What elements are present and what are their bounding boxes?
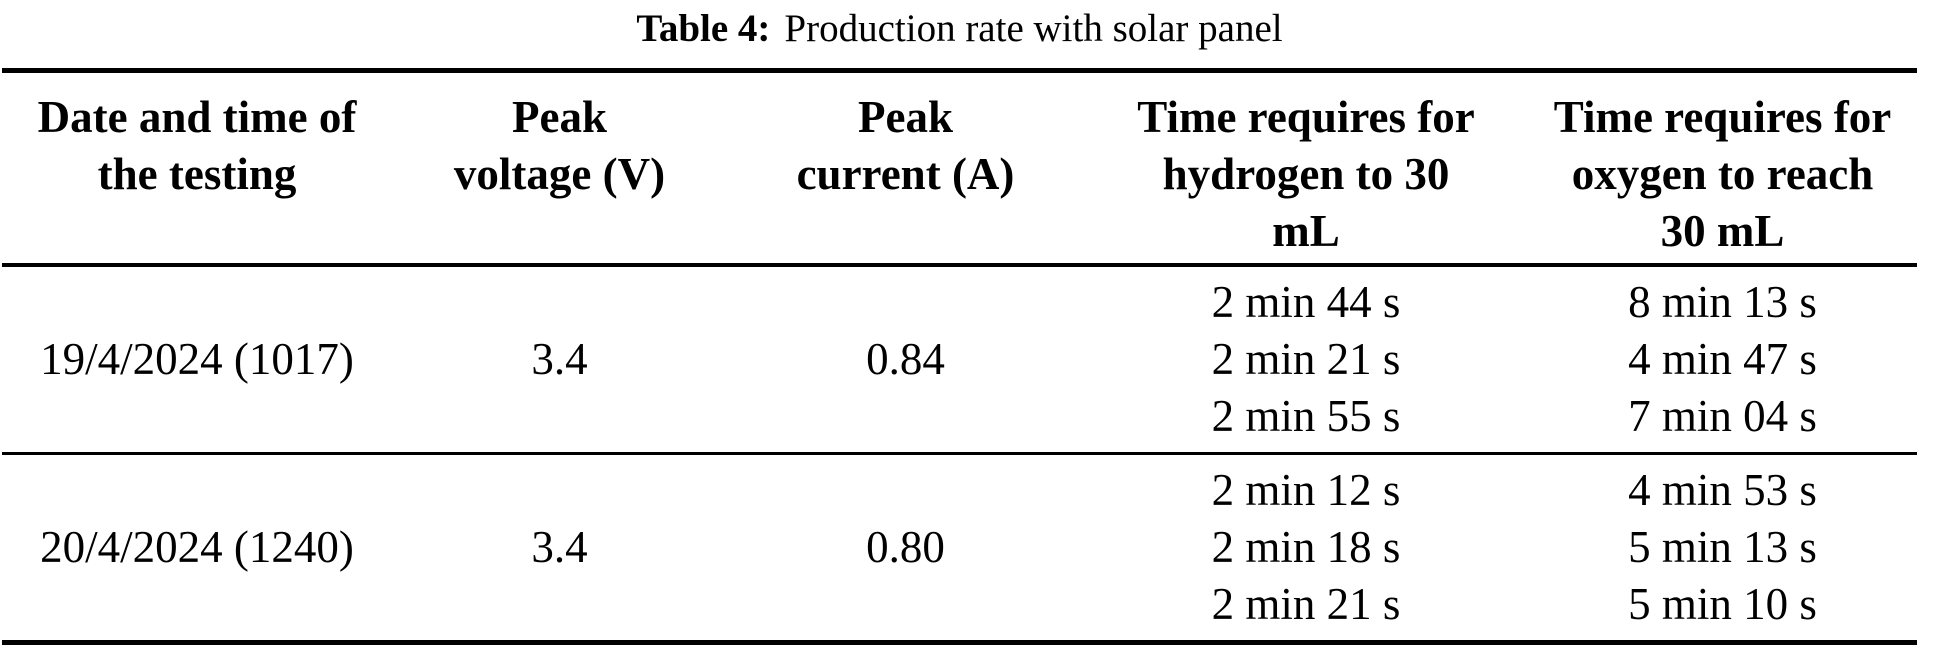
cell-oxygen-times: 4 min 53 s 5 min 13 s 5 min 10 s	[1528, 454, 1917, 643]
table-caption: Table 4: Production rate with solar panel	[2, 0, 1917, 52]
col-header-line: mL	[1272, 206, 1340, 256]
oxygen-time-value: 5 min 10 s	[1628, 579, 1817, 629]
cell-peak-voltage: 3.4	[392, 265, 727, 455]
oxygen-time-value: 7 min 04 s	[1628, 391, 1817, 441]
hydrogen-time-value: 2 min 18 s	[1211, 522, 1401, 572]
hydrogen-time-value: 2 min 21 s	[1211, 579, 1401, 629]
cell-peak-current: 0.84	[727, 265, 1084, 455]
cell-peak-voltage: 3.4	[531, 522, 588, 572]
cell-oxygen-times: 8 min 13 s 4 min 47 s 7 min 04 s	[1528, 265, 1917, 455]
production-rate-table: Date and time of the testing Peak voltag…	[2, 68, 1917, 645]
hydrogen-time-value: 2 min 12 s	[1211, 465, 1401, 515]
col-header-line: 30 mL	[1660, 206, 1785, 256]
col-header-peak-voltage: Peak voltage (V)	[392, 70, 727, 267]
col-header-peak-current: Peak current (A)	[727, 70, 1084, 267]
table-row: 19/4/2024 (1017) 3.4 0.84 2 min 44 s 2 m…	[2, 265, 1917, 455]
cell-peak-current: 0.80	[866, 522, 945, 572]
col-header-date-time: Date and time of the testing	[2, 70, 392, 267]
col-header-oxygen-time: Time requires for oxygen to reach 30 mL	[1528, 70, 1917, 267]
col-header-line: Time requires for	[1137, 92, 1475, 142]
col-header-line: the testing	[97, 149, 297, 199]
col-header-line: voltage (V)	[453, 149, 666, 199]
hydrogen-time-value: 2 min 55 s	[1211, 391, 1401, 441]
cell-hydrogen-times: 2 min 44 s 2 min 21 s 2 min 55 s	[1084, 265, 1528, 455]
col-header-line: hydrogen to 30	[1162, 149, 1450, 199]
header-row: Date and time of the testing Peak voltag…	[2, 70, 1917, 267]
col-header-line: current (A)	[796, 149, 1015, 199]
cell-date-time: 19/4/2024 (1017)	[2, 265, 392, 455]
hydrogen-time-value: 2 min 44 s	[1211, 277, 1401, 327]
oxygen-time-value: 8 min 13 s	[1628, 277, 1817, 327]
cell-hydrogen-times: 2 min 12 s 2 min 18 s 2 min 21 s	[1084, 454, 1528, 643]
table-caption-label: Table 4:	[636, 7, 771, 50]
col-header-line: oxygen to reach	[1571, 149, 1874, 199]
oxygen-time-value: 4 min 47 s	[1628, 334, 1817, 384]
col-header-line: Peak	[858, 92, 953, 142]
col-header-line: Date and time of	[37, 92, 357, 142]
hydrogen-time-value: 2 min 21 s	[1211, 334, 1401, 384]
oxygen-time-value: 4 min 53 s	[1628, 465, 1817, 515]
table-row: 20/4/2024 (1240) 3.4 0.80 2 min 12 s 2 m…	[2, 454, 1917, 643]
cell-date-time: 20/4/2024 (1240)	[40, 522, 354, 572]
col-header-hydrogen-time: Time requires for hydrogen to 30 mL	[1084, 70, 1528, 267]
col-header-line: Time requires for	[1553, 92, 1892, 142]
table-caption-text: Production rate with solar panel	[784, 7, 1283, 50]
col-header-line: Peak	[512, 92, 607, 142]
oxygen-time-value: 5 min 13 s	[1628, 522, 1817, 572]
